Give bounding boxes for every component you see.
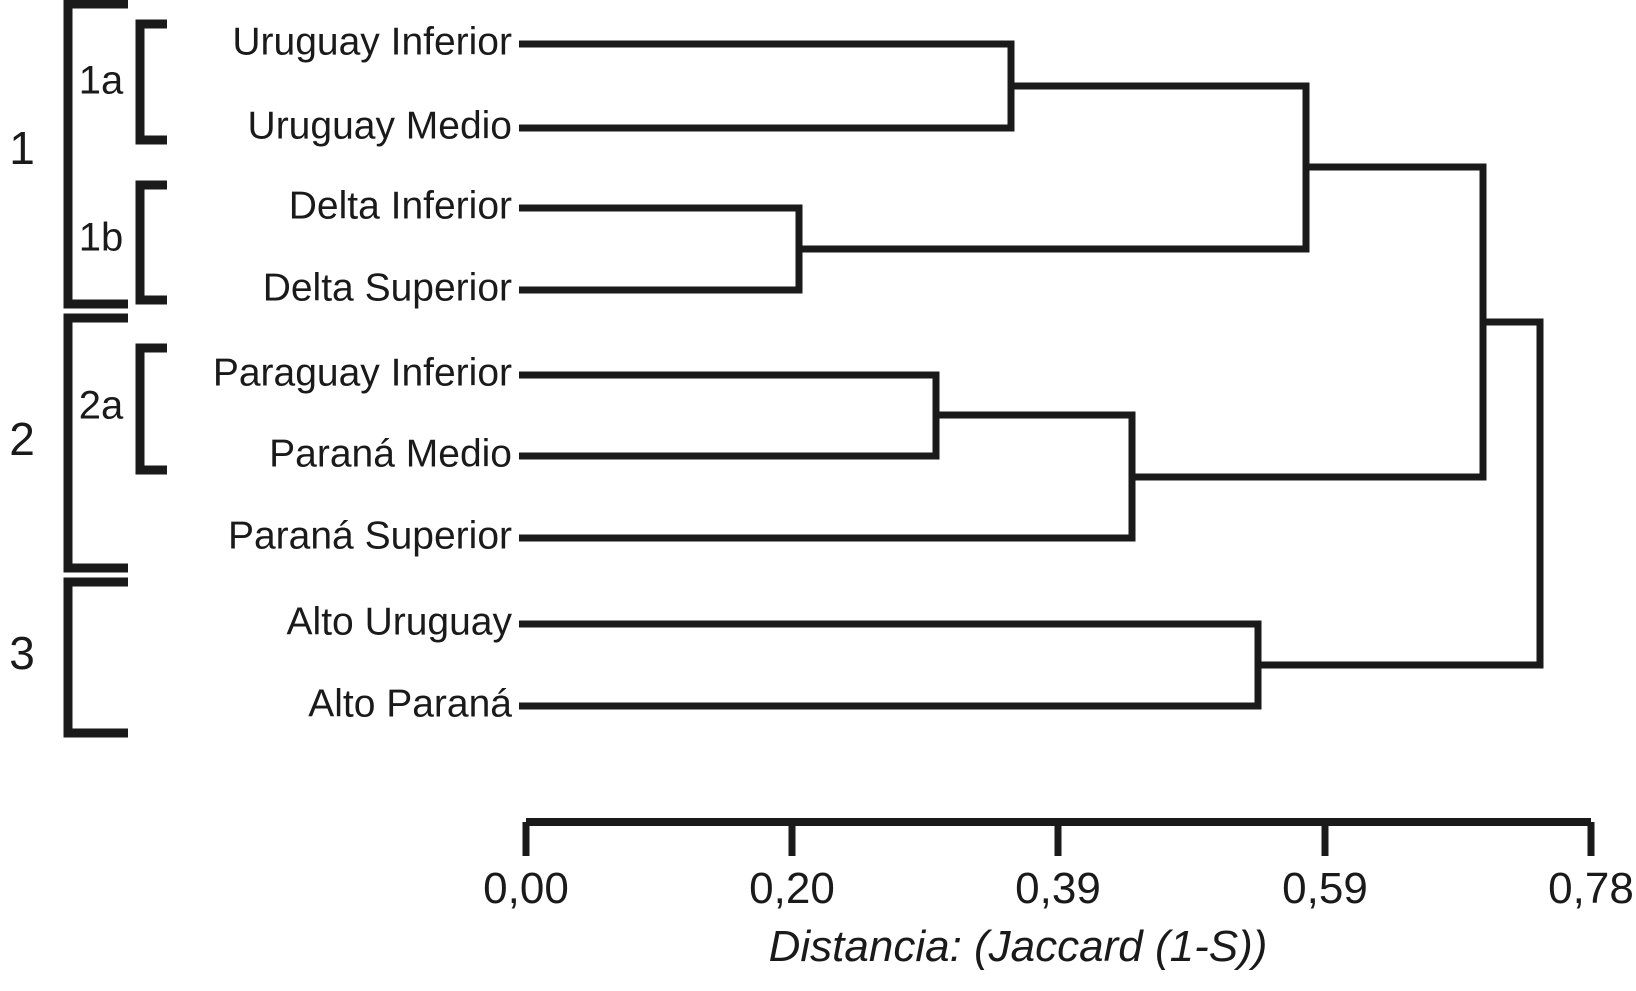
leaf-label-uruguay-inferior: Uruguay Inferior <box>232 20 512 63</box>
link-1a-uruguay-pair <box>519 40 1015 132</box>
bracket-cluster-1a <box>135 19 167 145</box>
link-cluster-1 <box>799 82 1310 253</box>
bracket-cluster-1b <box>135 180 167 305</box>
leaf-label-delta-inferior: Delta Inferior <box>289 184 512 227</box>
leaf-label-paraguay-inferior: Paraguay Inferior <box>213 351 512 394</box>
bracket-cluster-1 <box>63 0 128 309</box>
link-cluster-2 <box>519 411 1136 542</box>
axis-tick-label-0: 0,00 <box>483 864 569 913</box>
axis-tick-label-4: 0,78 <box>1548 864 1634 913</box>
axis-tick-label-2: 0,39 <box>1015 864 1101 913</box>
leaf-label-uruguay-medio: Uruguay Medio <box>248 104 512 147</box>
leaf-label-parana-superior: Paraná Superior <box>228 514 512 557</box>
sub-cluster-label-1a: 1a <box>79 59 124 103</box>
axis-tick-label-1: 0,20 <box>749 864 835 913</box>
cluster-label-1: 1 <box>9 122 35 174</box>
link-cluster-3 <box>519 620 1262 710</box>
bracket-cluster-2 <box>63 313 128 573</box>
leaf-label-alto-uruguay: Alto Uruguay <box>287 600 513 643</box>
cluster-label-2: 2 <box>9 413 35 465</box>
bracket-cluster-2a <box>135 343 167 475</box>
minor-cluster-brackets <box>135 19 167 475</box>
distance-axis: 0,00 0,20 0,39 0,59 0,78 Distancia: (Jac… <box>483 818 1634 971</box>
major-cluster-brackets <box>63 0 128 738</box>
sub-cluster-label-1b: 1b <box>79 216 124 260</box>
link-2a-paraguay-parana-pair <box>519 371 940 460</box>
link-root <box>1258 318 1544 669</box>
leaf-label-parana-medio: Paraná Medio <box>269 432 512 475</box>
link-1b-delta-pair <box>519 204 803 294</box>
cluster-label-3: 3 <box>9 627 35 679</box>
leaf-label-delta-superior: Delta Superior <box>263 266 512 309</box>
sub-cluster-label-2a: 2a <box>79 384 124 428</box>
dendrogram-links <box>519 40 1544 710</box>
axis-tick-label-3: 0,59 <box>1282 864 1368 913</box>
bracket-cluster-3 <box>63 577 128 738</box>
leaf-label-alto-parana: Alto Paraná <box>308 682 512 725</box>
axis-title: Distancia: (Jaccard (1-S)) <box>769 922 1268 971</box>
